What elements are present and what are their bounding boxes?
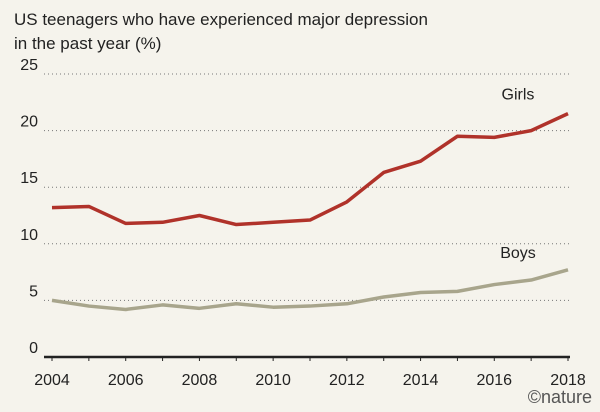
x-tick-label: 2012 bbox=[329, 372, 365, 389]
y-tick-label: 5 bbox=[29, 283, 38, 300]
y-tick-label: 0 bbox=[29, 340, 38, 357]
series-line-girls bbox=[51, 112, 569, 227]
x-tick-label: 2016 bbox=[476, 372, 512, 389]
x-tick-label: 2008 bbox=[182, 372, 218, 389]
x-tick-label: 2010 bbox=[255, 372, 291, 389]
x-tick-label: 2018 bbox=[550, 372, 586, 389]
nature-logo: ©nature bbox=[527, 387, 592, 407]
series-label-boys: Boys bbox=[500, 245, 536, 262]
chart-title: US teenagers who have experienced major … bbox=[14, 10, 428, 53]
y-tick-label: 25 bbox=[20, 57, 38, 74]
y-tick-label: 15 bbox=[20, 170, 38, 187]
x-tick-label: 2006 bbox=[108, 372, 144, 389]
series-label-girls: Girls bbox=[502, 87, 535, 104]
series-line-boys bbox=[51, 268, 569, 312]
x-tick-label: 2014 bbox=[403, 372, 439, 389]
y-tick-label: 10 bbox=[20, 227, 38, 244]
x-tick-label: 2004 bbox=[34, 372, 70, 389]
y-tick-label: 20 bbox=[20, 114, 38, 131]
